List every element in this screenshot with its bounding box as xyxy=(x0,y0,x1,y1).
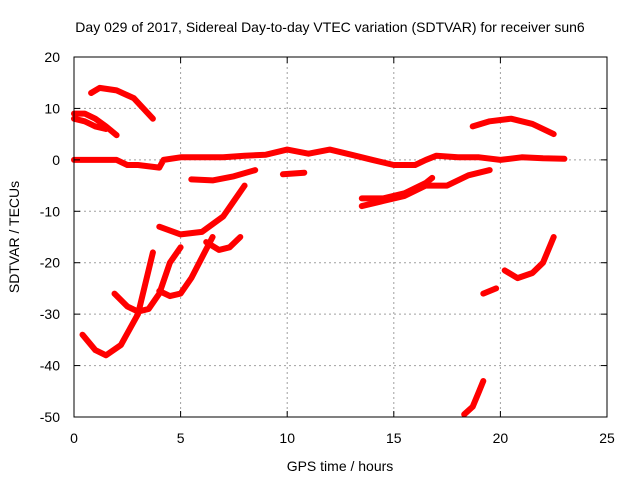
x-tick-label: 10 xyxy=(279,430,295,446)
trace-dip-a xyxy=(188,167,259,184)
trace-curve-lower xyxy=(203,234,244,253)
trace-u-small xyxy=(156,234,216,300)
trace-baseline xyxy=(71,146,568,171)
trace-rise-step xyxy=(358,174,436,202)
y-tick-label: -40 xyxy=(40,358,60,374)
y-tick-label: 0 xyxy=(52,152,60,168)
trace-right-arc xyxy=(469,115,557,138)
trace-u-mid xyxy=(111,244,184,315)
y-tick-label: -10 xyxy=(40,203,60,219)
x-tick-label: 20 xyxy=(493,430,509,446)
y-tick-label: 10 xyxy=(44,100,60,116)
trace-left-drop xyxy=(71,110,120,139)
x-tick-label: 5 xyxy=(177,430,185,446)
series-layer xyxy=(71,84,568,418)
trace-dip-b xyxy=(279,169,308,178)
y-axis-label: SDTVAR / TECUs xyxy=(6,181,22,293)
y-tick-label: 20 xyxy=(44,49,60,65)
y-tick-label: -30 xyxy=(40,306,60,322)
trace-right-lower xyxy=(501,234,557,282)
tick-layer: 0 5 10 15 20 25 20 10 0 -10 -20 -30 -40 -50 xyxy=(40,49,615,446)
trace-top-arc xyxy=(88,84,156,122)
grid-layer xyxy=(74,57,607,417)
trace-u-large xyxy=(79,249,156,359)
x-tick-label: 0 xyxy=(70,430,78,446)
chart-title: Day 029 of 2017, Sidereal Day-to-day VTE… xyxy=(75,19,585,35)
trace-curve-upper xyxy=(156,182,248,238)
trace-left-band xyxy=(71,115,109,132)
trace-bottom-spike xyxy=(461,378,487,418)
x-axis-label: GPS time / hours xyxy=(287,458,394,474)
y-tick-label: -50 xyxy=(40,409,60,425)
trace-right-short xyxy=(480,285,500,297)
x-tick-label: 15 xyxy=(386,430,402,446)
y-tick-label: -20 xyxy=(40,255,60,271)
x-tick-label: 25 xyxy=(599,430,615,446)
plot-frame xyxy=(73,56,608,418)
